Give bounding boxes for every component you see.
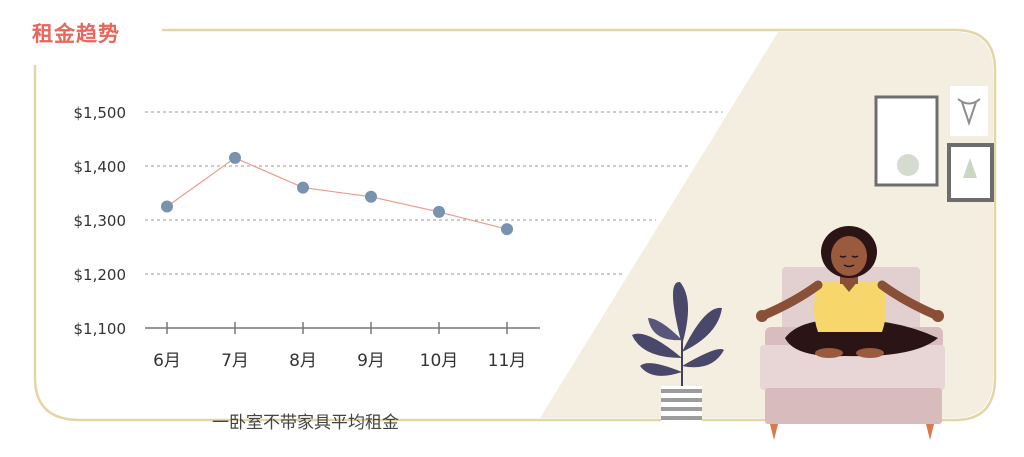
x-tick-label: 11月 [488,351,527,371]
frame-border [33,28,997,422]
meditating-woman [756,226,944,358]
y-tick-label: $1,400 [74,158,127,176]
data-point [433,205,445,218]
data-point [501,223,513,236]
x-tick-label: 10月 [420,351,459,371]
y-axis: $1,100 $1,200 $1,300 $1,400 $1,500 [74,104,127,338]
x-tick-label: 9月 [357,351,385,371]
potted-plant [632,281,724,422]
y-tick-label: $1,100 [74,320,127,338]
moon-phases-frame [874,95,939,187]
data-point [229,151,241,164]
x-tick-label: 8月 [289,351,317,371]
chart-title: 租金趋势 [32,22,120,46]
x-axis: 6月 7月 8月 9月 10月 11月 [145,322,540,371]
data-series [161,151,513,236]
x-tick-label: 6月 [153,351,181,371]
data-point [161,200,173,213]
grid-lines [145,111,723,275]
mountain-frame [947,143,994,202]
chart-caption: 一卧室不带家具平均租金 [212,413,399,433]
series-line [166,157,508,230]
data-point [365,190,377,203]
data-point [297,181,309,194]
y-tick-label: $1,200 [74,266,127,284]
y-tick-label: $1,300 [74,212,127,230]
bull-skull-frame [950,86,988,136]
x-tick-label: 7月 [221,351,249,371]
y-tick-label: $1,500 [74,104,127,122]
